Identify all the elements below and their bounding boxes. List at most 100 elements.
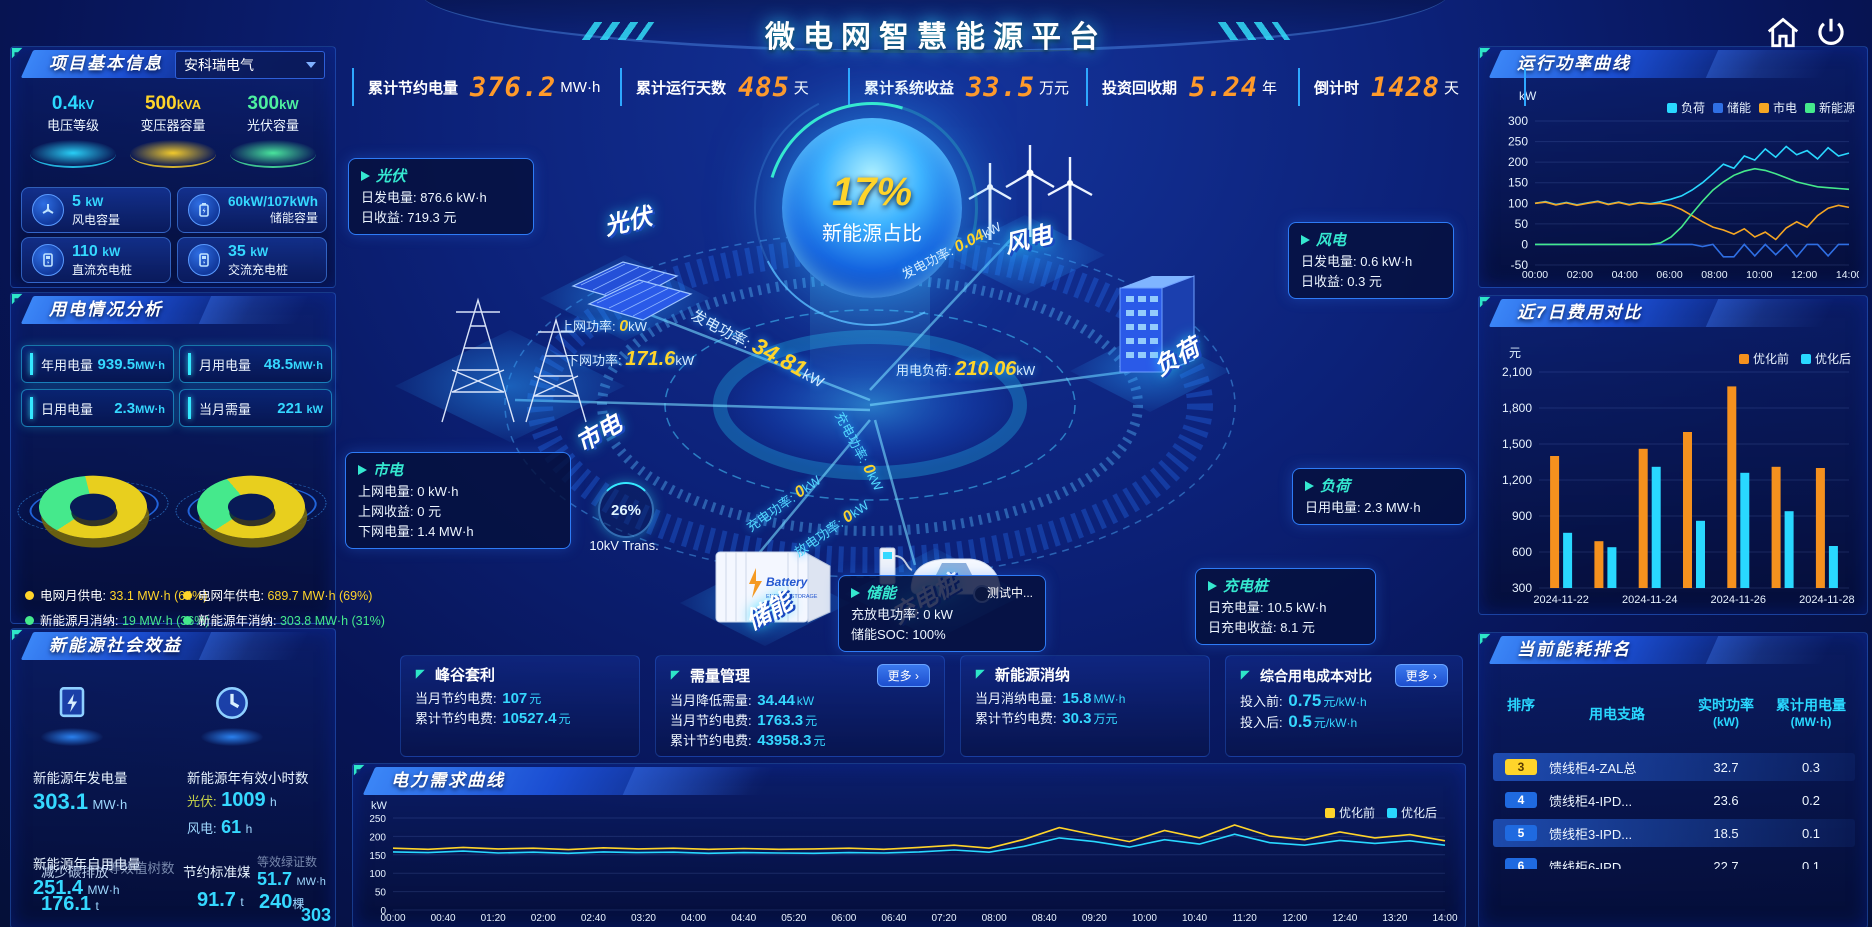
svg-text:02:40: 02:40 bbox=[581, 913, 606, 924]
svg-text:08:00: 08:00 bbox=[1701, 269, 1727, 281]
ranking-row[interactable]: 4 馈线柜4-IPD... 23.6 0.2 bbox=[1493, 786, 1855, 814]
svg-text:-50: -50 bbox=[1511, 258, 1529, 272]
legend-swatch bbox=[1758, 102, 1769, 113]
podium-pv: 300kW 光伏容量 bbox=[223, 93, 323, 168]
renewable-share-sphere: 17% 新能源占比 bbox=[782, 118, 962, 298]
svg-text:11:20: 11:20 bbox=[1232, 913, 1257, 924]
ranking-table-header: 排序 用电支路 实时功率 (kW) 累计用电量 (MW·h) bbox=[1507, 697, 1846, 729]
svg-text:04:40: 04:40 bbox=[731, 913, 756, 924]
usage-legend: 电网月供电: 33.1 MW·h (64%) 电网年供电: 689.7 MW·h… bbox=[25, 585, 385, 629]
corner-icon bbox=[11, 629, 23, 641]
svg-text:Battery: Battery bbox=[766, 575, 809, 589]
rank-badge: 5 bbox=[1505, 825, 1537, 841]
svg-text:08:40: 08:40 bbox=[1032, 913, 1057, 924]
company-select[interactable]: 安科瑞电气 bbox=[175, 51, 325, 79]
card-day-usage: 日用电量 2.3MW·h bbox=[21, 389, 174, 427]
corner-icon bbox=[1479, 296, 1491, 308]
generation-icon bbox=[37, 681, 107, 746]
svg-text:07:20: 07:20 bbox=[932, 913, 957, 924]
svg-text:10:00: 10:00 bbox=[1132, 913, 1157, 924]
panel-usage: 用电情况分析 年用电量 939.5MW·h 月用电量 48.5MW·h 日用电量… bbox=[10, 292, 385, 628]
cost-legend: 优化前 优化后 bbox=[1738, 350, 1851, 367]
legend-grid-year: 电网年供电: 689.7 MW·h (69%) bbox=[183, 585, 372, 604]
svg-text:900: 900 bbox=[1512, 509, 1532, 523]
svg-text:00:00: 00:00 bbox=[380, 913, 405, 924]
home-icon[interactable] bbox=[1764, 14, 1802, 52]
svg-text:300: 300 bbox=[1508, 114, 1528, 128]
panel-demand-curve: 电力需求曲线 kW 优化前 优化后 250 200 150 100 50 0 00:00 00… bbox=[352, 763, 1466, 927]
kpi-saved-energy: 累计节约电量 376.2 MW·h bbox=[352, 68, 620, 106]
svg-text:0: 0 bbox=[380, 906, 386, 917]
corner-icon bbox=[415, 669, 425, 679]
panel-project-info: 项目基本信息 安科瑞电气 0.4kV 电压等级 500kVA 变压器容量 300… bbox=[10, 46, 336, 288]
dc-charger-icon bbox=[32, 244, 64, 276]
svg-text:50: 50 bbox=[1515, 217, 1529, 231]
flow-load-power: 用电负荷: 210.06kW bbox=[896, 358, 1036, 380]
legend-swatch bbox=[1804, 102, 1815, 113]
panel-project-header: 项目基本信息 安科瑞电气 bbox=[11, 47, 335, 81]
legend-swatch bbox=[1712, 102, 1723, 113]
svg-text:1,500: 1,500 bbox=[1502, 437, 1532, 451]
rank-badge: 6 bbox=[1505, 858, 1537, 869]
svg-text:13:20: 13:20 bbox=[1382, 913, 1407, 924]
legend-swatch bbox=[1386, 807, 1397, 818]
rank-badge: 4 bbox=[1505, 792, 1537, 808]
legend-swatch bbox=[1738, 353, 1749, 364]
svg-text:00:40: 00:40 bbox=[431, 913, 456, 924]
svg-text:1,800: 1,800 bbox=[1502, 401, 1532, 415]
corner-icon bbox=[11, 47, 23, 59]
ranking-row[interactable]: 3 馈线柜4-ZAL总 32.7 0.3 bbox=[1493, 753, 1855, 781]
benefit-tree-value: 240棵 bbox=[259, 891, 305, 913]
power-tower-icon bbox=[441, 297, 587, 423]
benefit-carbon-label: 减少碳排放 bbox=[41, 865, 109, 880]
flow-grid-down: 下网功率: 171.6kW bbox=[566, 348, 695, 370]
svg-text:0: 0 bbox=[1521, 237, 1528, 251]
card-month-usage: 月用电量 48.5MW·h bbox=[179, 345, 332, 383]
podium-transformer: 500kVA 变压器容量 bbox=[123, 93, 223, 168]
donut-year bbox=[169, 471, 333, 543]
svg-text:00:00: 00:00 bbox=[1522, 269, 1548, 281]
renewable-share-label: 新能源占比 bbox=[822, 223, 922, 245]
podium-voltage: 0.4kV 电压等级 bbox=[23, 93, 123, 168]
panel-power-curve: 运行功率曲线 kW 负荷 储能 市电 新能源 300 250 200 150 100 50… bbox=[1478, 46, 1868, 288]
ranking-rows: 3 馈线柜4-ZAL总 32.7 0.3 4 馈线柜4-IPD... 23.6 … bbox=[1493, 753, 1855, 869]
svg-text:12:40: 12:40 bbox=[1332, 913, 1357, 924]
svg-text:09:20: 09:20 bbox=[1082, 913, 1107, 924]
legend-swatch bbox=[1800, 353, 1811, 364]
svg-text:150: 150 bbox=[1508, 176, 1528, 190]
infobox-pv: 光伏 日发电量: 876.6 kW·h 日收益: 719.3 元 bbox=[348, 158, 534, 235]
demand-ylabel: kW bbox=[371, 800, 387, 812]
benefit-cert-value: 303张 bbox=[301, 905, 332, 925]
wind-turbine-icon bbox=[968, 145, 1093, 240]
benefit-gen-value: 303.1 MW·h bbox=[33, 789, 128, 814]
svg-text:250: 250 bbox=[369, 814, 386, 825]
legend-renew-year: 新能源年消纳: 303.8 MW·h (31%) bbox=[183, 610, 385, 629]
ranking-row[interactable]: 6 馈线柜6-IPD 22.7 0.1 bbox=[1493, 852, 1855, 869]
kpi-payback: 投资回收期 5.24 年 bbox=[1086, 68, 1298, 106]
benefit-pv-hours: 光伏: 1009 h bbox=[187, 789, 277, 811]
chevron-down-icon bbox=[306, 62, 316, 68]
svg-text:250: 250 bbox=[1508, 135, 1528, 149]
svg-text:100: 100 bbox=[1508, 196, 1528, 210]
benefit-tree-label: 等效植树数 bbox=[107, 861, 175, 876]
panel-benefit-header: 新能源社会效益 bbox=[11, 629, 335, 663]
demand-legend: 优化前 优化后 bbox=[1324, 804, 1437, 821]
ac-charger-icon bbox=[188, 244, 220, 276]
corner-icon bbox=[1479, 47, 1491, 59]
benefit-hours-label: 新能源年有效小时数 bbox=[187, 771, 309, 786]
cost-compare-more-button[interactable]: 更多 › bbox=[1394, 664, 1448, 687]
panel-usage-header: 用电情况分析 bbox=[11, 293, 335, 327]
corner-icon bbox=[11, 293, 23, 305]
wind-icon bbox=[32, 194, 64, 226]
benefit-coal-value: 91.7 t bbox=[197, 889, 244, 911]
power-icon[interactable] bbox=[1812, 14, 1850, 52]
demand-mgmt-more-button[interactable]: 更多 › bbox=[876, 664, 930, 687]
ranking-row[interactable]: 5 馈线柜3-IPD... 18.5 0.1 bbox=[1493, 819, 1855, 847]
panel-energy-ranking-header: 当前能耗排名 bbox=[1479, 633, 1867, 667]
benefit-grid-value: 51.7 MW·h bbox=[257, 869, 326, 889]
svg-text:04:00: 04:00 bbox=[1612, 269, 1638, 281]
infobox-wind: 风电 日发电量: 0.6 kW·h 日收益: 0.3 元 bbox=[1288, 222, 1454, 299]
svg-text:2024-11-22: 2024-11-22 bbox=[1533, 594, 1588, 606]
